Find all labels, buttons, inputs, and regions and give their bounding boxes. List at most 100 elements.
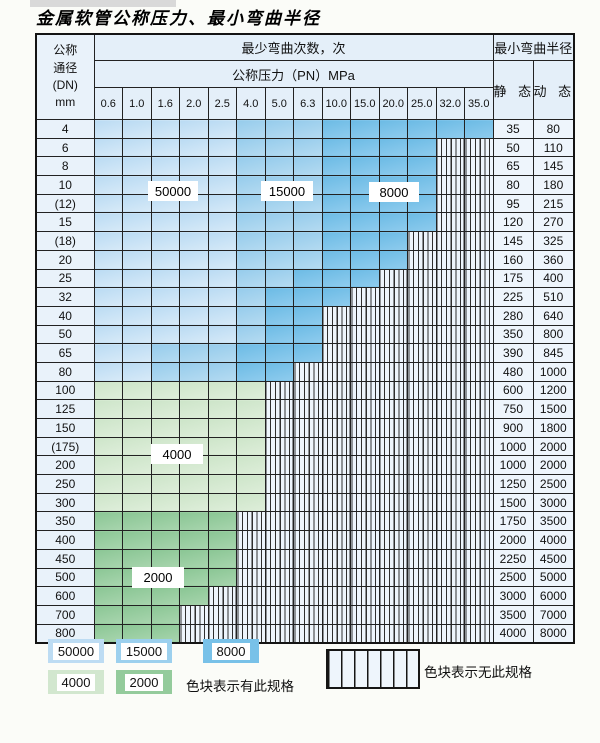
spec-cell [264, 361, 294, 382]
no-spec-cell [435, 604, 465, 625]
table-row: 125 750 1500 [35, 399, 575, 419]
no-spec-cell [407, 305, 437, 326]
legend-swatch-15000: 15000 [116, 639, 172, 663]
no-spec-cell [350, 530, 380, 550]
spec-cell [150, 418, 180, 438]
no-spec-cell [407, 268, 437, 289]
header-dynamic: 动 态 [532, 60, 575, 120]
spec-cell [122, 305, 152, 326]
spec-cell [179, 418, 209, 438]
spec-cell [179, 492, 209, 513]
spec-cell [236, 287, 266, 307]
spec-cell [407, 212, 437, 233]
no-spec-cell [464, 343, 494, 363]
region-value-label: 15000 [261, 181, 313, 201]
no-spec-cell [264, 436, 294, 457]
static-radius-cell: 175 [492, 268, 534, 289]
spec-cell [207, 492, 237, 513]
no-spec-cell [207, 623, 237, 644]
pressure-header-cell: 5.0 [264, 87, 294, 120]
spec-cell [378, 137, 408, 158]
spec-cell [122, 586, 152, 606]
spec-cell [150, 511, 180, 532]
dynamic-radius-cell: 325 [532, 231, 575, 251]
no-spec-cell [435, 193, 465, 214]
spec-cell [236, 418, 266, 438]
no-spec-cell [179, 623, 209, 644]
no-spec-cell [464, 305, 494, 326]
pressure-header-cell: 6.3 [293, 87, 323, 120]
spec-cell [236, 343, 266, 363]
no-spec-cell [378, 305, 408, 326]
no-spec-cell [350, 623, 380, 644]
no-spec-cell [435, 623, 465, 644]
no-spec-cell [464, 380, 494, 401]
spec-cell [122, 511, 152, 532]
spec-cell [122, 361, 152, 382]
dynamic-radius-cell: 1500 [532, 399, 575, 419]
spec-cell [407, 137, 437, 158]
spec-cell [93, 324, 123, 345]
dynamic-radius-cell: 3000 [532, 492, 575, 513]
spec-cell [93, 156, 123, 177]
no-spec-cell [407, 474, 437, 494]
dynamic-radius-cell: 110 [532, 137, 575, 158]
spec-cell [150, 119, 180, 139]
no-spec-cell [321, 586, 351, 606]
spec-cell [122, 212, 152, 233]
spec-cell [293, 119, 323, 139]
spec-cell [207, 212, 237, 233]
spec-cell [179, 343, 209, 363]
dynamic-radius-cell: 640 [532, 305, 575, 326]
no-spec-cell [464, 511, 494, 532]
no-spec-cell [350, 511, 380, 532]
no-spec-cell [293, 586, 323, 606]
spec-cell [179, 361, 209, 382]
table-row: (18) 145 325 [35, 231, 575, 251]
static-radius-cell: 3500 [492, 604, 534, 625]
spec-cell [93, 511, 123, 532]
no-spec-cell [321, 418, 351, 438]
spec-cell [236, 455, 266, 476]
table-row: 100 600 1200 [35, 380, 575, 401]
no-spec-cell [435, 343, 465, 363]
spec-cell [93, 380, 123, 401]
no-spec-cell [293, 623, 323, 644]
spec-cell [150, 586, 180, 606]
static-radius-cell: 50 [492, 137, 534, 158]
corner-line-4: mm [55, 95, 76, 110]
legend-swatch-label: 4000 [56, 673, 96, 691]
spec-cell [207, 418, 237, 438]
spec-cell [321, 249, 351, 270]
static-radius-cell: 750 [492, 399, 534, 419]
static-radius-cell: 95 [492, 193, 534, 214]
no-spec-cell [321, 492, 351, 513]
dynamic-radius-cell: 80 [532, 119, 575, 139]
pressure-header-cell: 32.0 [435, 87, 465, 120]
spec-cell [321, 119, 351, 139]
dn-cell: 125 [35, 399, 95, 419]
dynamic-radius-cell: 270 [532, 212, 575, 233]
no-spec-cell [435, 380, 465, 401]
spec-cell [150, 231, 180, 251]
region-value-label: 8000 [369, 182, 419, 202]
spec-cell [293, 268, 323, 289]
no-spec-cell [350, 418, 380, 438]
table-row: 65 390 845 [35, 343, 575, 363]
spec-cell [122, 231, 152, 251]
no-spec-cell [264, 418, 294, 438]
spec-cell [93, 305, 123, 326]
spec-cell [350, 156, 380, 177]
no-spec-cell [464, 567, 494, 588]
no-spec-cell [464, 156, 494, 177]
no-spec-cell [264, 548, 294, 569]
no-spec-cell [350, 380, 380, 401]
no-spec-cell [350, 492, 380, 513]
no-spec-cell [464, 249, 494, 270]
spec-cell [350, 212, 380, 233]
static-radius-cell: 600 [492, 380, 534, 401]
no-spec-cell [378, 455, 408, 476]
no-spec-cell [264, 511, 294, 532]
no-spec-cell [407, 324, 437, 345]
spec-cell [264, 137, 294, 158]
